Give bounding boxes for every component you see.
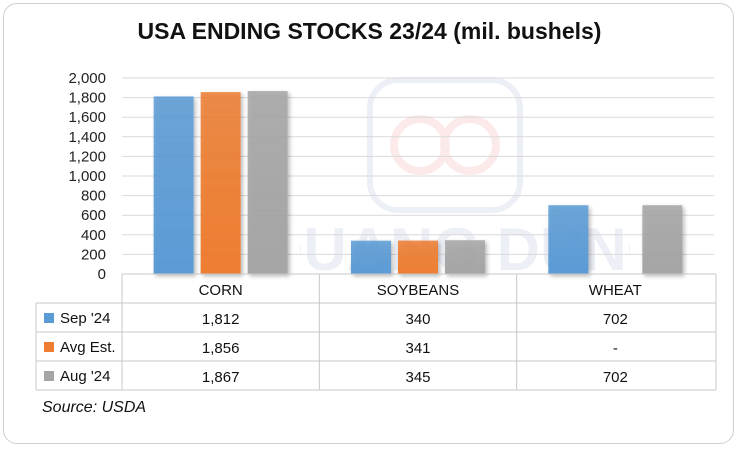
data-label: 702 <box>603 369 628 386</box>
data-label: 345 <box>405 369 430 386</box>
data-label: 341 <box>405 340 430 357</box>
category-label: WHEAT <box>589 282 642 299</box>
bar <box>351 240 391 274</box>
data-label: 702 <box>603 311 628 328</box>
legend-swatch <box>44 313 54 323</box>
legend-label: Aug '24 <box>60 368 110 385</box>
legend-swatch <box>44 371 54 381</box>
data-label: 1,867 <box>202 369 240 386</box>
y-tick-label: 1,600 <box>68 109 106 126</box>
y-tick-label: 1,800 <box>68 90 106 107</box>
bar <box>398 240 438 274</box>
legend-swatch <box>44 342 54 352</box>
category-label: SOYBEANS <box>377 282 460 299</box>
y-tick-label: 600 <box>81 207 106 224</box>
bar <box>548 205 589 274</box>
y-tick-label: 1,400 <box>68 129 106 146</box>
y-tick-label: 200 <box>81 246 106 263</box>
bar <box>153 96 194 274</box>
y-tick-label: 2,000 <box>68 70 106 87</box>
chart-title: USA ENDING STOCKS 23/24 (mil. bushels) <box>137 18 602 44</box>
legend-label: Sep '24 <box>60 310 110 327</box>
bar <box>200 92 241 274</box>
category-label: CORN <box>199 282 243 299</box>
data-label: 1,856 <box>202 340 240 357</box>
y-tick-label: 1,000 <box>68 168 106 185</box>
data-label: 340 <box>405 311 430 328</box>
bar <box>445 240 485 274</box>
bar <box>642 205 683 274</box>
source-note: Source: USDA <box>42 399 147 416</box>
chart-frame <box>3 3 734 444</box>
data-label: 1,812 <box>202 311 240 328</box>
y-tick-label: 800 <box>81 188 106 205</box>
y-tick-label: 0 <box>98 266 106 283</box>
bar <box>247 91 288 274</box>
y-tick-label: 400 <box>81 227 106 244</box>
data-label: - <box>613 340 618 357</box>
legend-label: Avg Est. <box>60 339 116 356</box>
y-tick-label: 1,200 <box>68 148 106 165</box>
